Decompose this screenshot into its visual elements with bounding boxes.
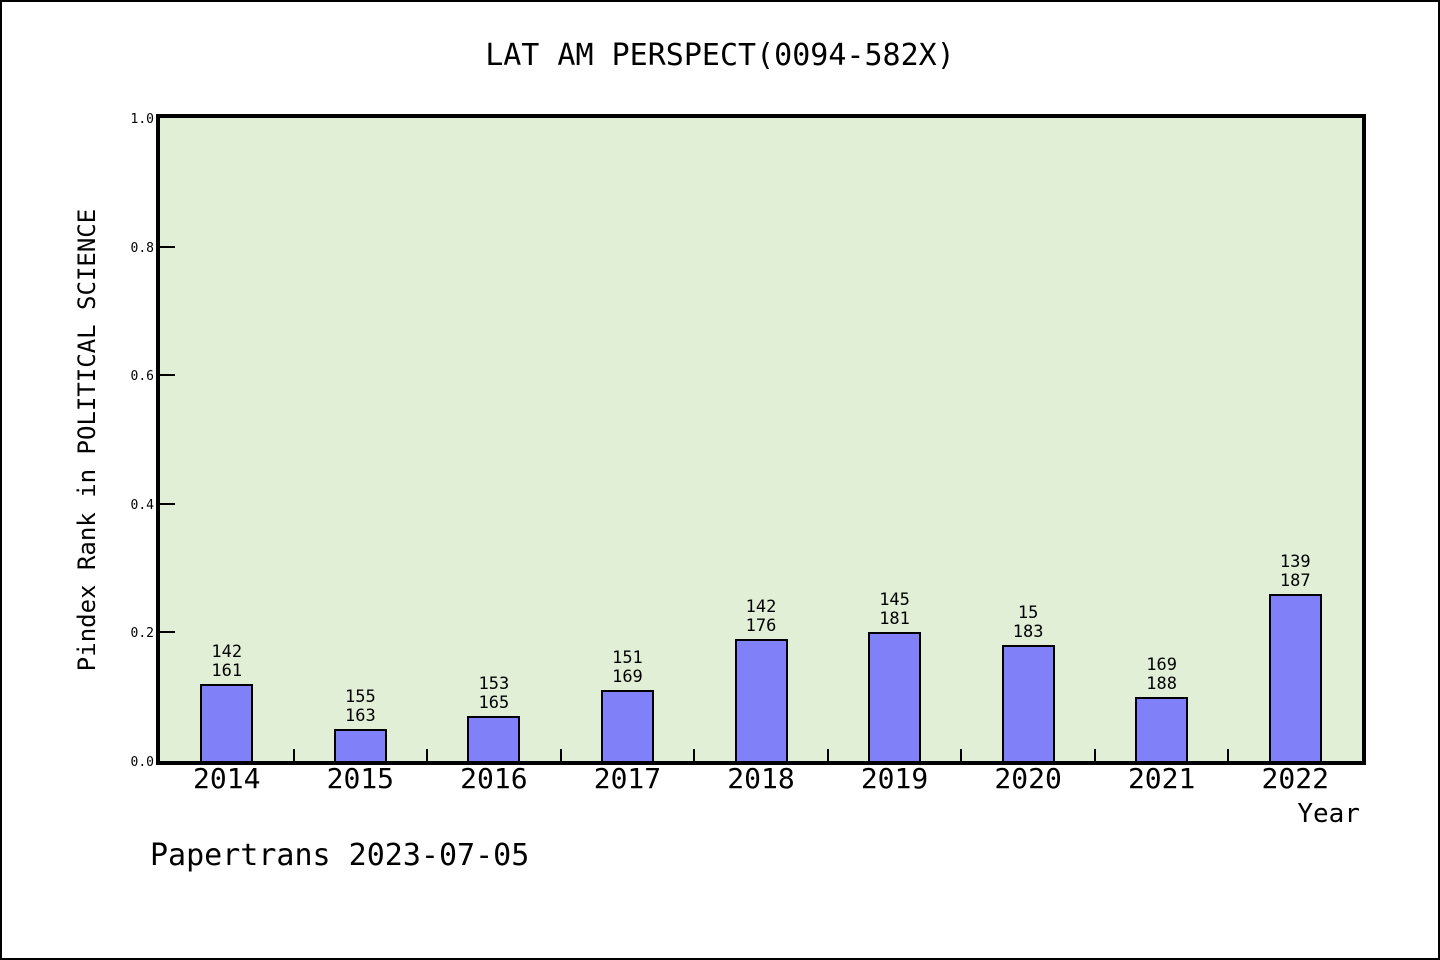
bar xyxy=(734,639,788,761)
bar xyxy=(1268,594,1322,761)
footer-watermark: Papertrans 2023-07-05 xyxy=(150,838,530,873)
y-tick xyxy=(160,245,175,248)
y-axis-title-box: Pindex Rank in POLITICAL SCIENCE xyxy=(60,114,114,765)
bar-value-label: 153 165 xyxy=(478,674,510,713)
y-tick-label: 0.2 xyxy=(130,626,154,642)
x-tick xyxy=(826,749,829,761)
x-tick-label: 2017 xyxy=(593,762,662,795)
y-tick-label: 0.6 xyxy=(130,369,154,385)
bar-value-label: 151 169 xyxy=(612,648,643,687)
bar-value-label: 15 183 xyxy=(1012,603,1044,642)
x-tick xyxy=(960,749,963,761)
y-tick-label: 0.4 xyxy=(130,497,154,513)
chart-title: LAT AM PERSPECT(0094-582X) xyxy=(485,38,955,73)
bar-value-label: 139 187 xyxy=(1279,552,1311,591)
plot-inner: 142 161 155 163 153 165 151 169 142 176 145 1… xyxy=(160,118,1362,761)
bar-value-label: 145 181 xyxy=(879,590,910,629)
x-tick-label: 2018 xyxy=(727,762,795,795)
x-tick-label: 2022 xyxy=(1261,762,1329,795)
bar xyxy=(1135,697,1189,761)
x-tick-label: 2021 xyxy=(1127,762,1196,795)
x-tick xyxy=(1227,749,1230,761)
y-tick-label: 1.0 xyxy=(130,112,154,127)
x-tick-label: 2014 xyxy=(193,762,261,795)
bar xyxy=(200,684,254,761)
x-tick-label: 2015 xyxy=(326,762,395,795)
bar xyxy=(333,729,387,761)
y-tick-label: 0.8 xyxy=(130,240,154,256)
x-tick-label: 2016 xyxy=(460,762,528,795)
x-tick xyxy=(1093,749,1096,761)
bar-value-label: 142 161 xyxy=(211,642,243,681)
bar-value-label: 155 163 xyxy=(344,687,376,726)
bar xyxy=(868,632,922,761)
bar-value-label: 142 176 xyxy=(745,597,777,636)
bar xyxy=(467,716,521,761)
y-tick-label: 0.0 xyxy=(130,755,154,770)
x-tick xyxy=(426,749,429,761)
bar xyxy=(600,690,654,761)
y-tick xyxy=(160,502,175,505)
x-tick-label: 2019 xyxy=(860,762,929,795)
x-tick xyxy=(559,749,562,761)
y-tick xyxy=(160,374,175,377)
y-axis-title: Pindex Rank in POLITICAL SCIENCE xyxy=(73,208,101,671)
x-axis-title: Year xyxy=(1297,799,1360,829)
bar xyxy=(1001,645,1055,761)
x-tick xyxy=(693,749,696,761)
x-tick xyxy=(292,749,295,761)
y-tick xyxy=(160,631,175,634)
x-tick-label: 2020 xyxy=(994,762,1062,795)
plot-area: 142 161 155 163 153 165 151 169 142 176 145 1… xyxy=(156,114,1366,765)
bar-value-label: 169 188 xyxy=(1146,655,1178,694)
